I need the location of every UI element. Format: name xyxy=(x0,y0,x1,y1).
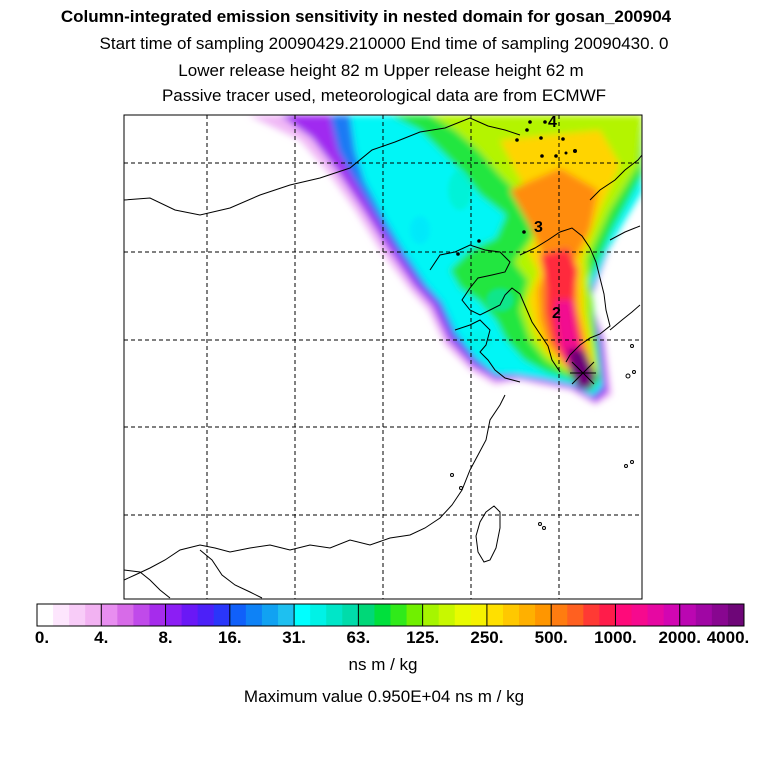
colorbar-cell xyxy=(229,604,247,626)
colorbar-label: 8. xyxy=(158,628,173,647)
sensitivity-field xyxy=(248,115,642,405)
day-marker-4: 4 xyxy=(548,114,557,131)
colorbar-cell xyxy=(695,604,713,626)
colorbar-label: 250. xyxy=(470,628,504,647)
colorbar-cell xyxy=(599,604,616,626)
colorbar-cell xyxy=(197,604,215,626)
colorbar-cell xyxy=(117,604,134,626)
colorbar-cell xyxy=(631,604,649,626)
release-height-line: Lower release height 82 m Upper release … xyxy=(178,61,584,80)
colorbar-cell xyxy=(390,604,408,626)
colorbar-cell xyxy=(261,604,279,626)
day-marker-3: 3 xyxy=(534,219,543,236)
colorbar-cell xyxy=(567,604,584,626)
colorbar-cell xyxy=(711,604,729,626)
colorbar-cell xyxy=(406,604,424,626)
lat-lon-grid xyxy=(124,115,642,599)
colorbar-cell xyxy=(101,604,118,626)
colorbar-cell xyxy=(422,604,440,626)
colorbar-cell xyxy=(133,604,150,626)
colorbar-cell xyxy=(535,604,552,626)
colorbar-cell xyxy=(438,604,456,626)
colorbar-label: 31. xyxy=(282,628,306,647)
colorbar-dividers xyxy=(100,604,681,626)
colorbar-cell xyxy=(583,604,600,626)
colorbar-label: 500. xyxy=(534,628,568,647)
colorbar-label: 4. xyxy=(94,628,109,647)
release-point-marker xyxy=(570,361,596,385)
colorbar-cell xyxy=(85,604,102,626)
colorbar-label: 4000. xyxy=(706,628,750,647)
colorbar-cell xyxy=(37,604,54,626)
colorbar-cell xyxy=(470,604,488,626)
map-frame xyxy=(123,114,643,600)
coastlines xyxy=(124,117,642,599)
colorbar-cell xyxy=(727,604,745,626)
colorbar-cell xyxy=(663,604,681,626)
colorbar-cell xyxy=(342,604,359,626)
colorbar-label: 2000. xyxy=(658,628,701,647)
maximum-value-text: Maximum value 0.950E+04 ns m / kg xyxy=(243,687,525,706)
colorbar-cell xyxy=(69,604,86,626)
sampling-time-line: Start time of sampling 20090429.210000 E… xyxy=(99,34,669,53)
colorbar-cell xyxy=(165,604,183,626)
colorbar-cell xyxy=(53,604,70,626)
colorbar-cell xyxy=(454,604,472,626)
colorbar-cell xyxy=(149,604,167,626)
colorbar-cell xyxy=(358,604,375,626)
colorbar-cell xyxy=(213,604,231,626)
colorbar-cell xyxy=(679,604,697,626)
colorbar-label: 125. xyxy=(406,628,440,647)
colorbar-cell xyxy=(647,604,665,626)
plot-title: Column-integrated emission sensitivity i… xyxy=(60,7,672,26)
colorbar-cell xyxy=(374,604,391,626)
colorbar-cell xyxy=(519,604,536,626)
colorbar-cell xyxy=(278,604,295,626)
colorbar-label: 63. xyxy=(346,628,371,647)
colorbar-cell xyxy=(615,604,633,626)
colorbar-frame xyxy=(36,603,745,627)
colorbar-label: 0. xyxy=(34,628,50,647)
colorbar-cell xyxy=(486,604,504,626)
colorbar-cell xyxy=(310,604,327,626)
colorbar-cell xyxy=(181,604,199,626)
station-markers xyxy=(456,120,577,256)
colorbar-label: 1000. xyxy=(594,628,637,647)
colorbar-units: ns m / kg xyxy=(348,655,418,674)
colorbar-cells xyxy=(37,604,745,626)
colorbar-cell xyxy=(326,604,343,626)
colorbar-cell xyxy=(551,604,568,626)
colorbar-label: 16. xyxy=(217,628,242,647)
tracer-info-line: Passive tracer used, meteorological data… xyxy=(161,86,607,105)
colorbar-cell xyxy=(502,604,520,626)
colorbar-cell xyxy=(245,604,263,626)
colorbar-cell xyxy=(294,604,311,626)
day-marker-2: 2 xyxy=(552,305,561,322)
